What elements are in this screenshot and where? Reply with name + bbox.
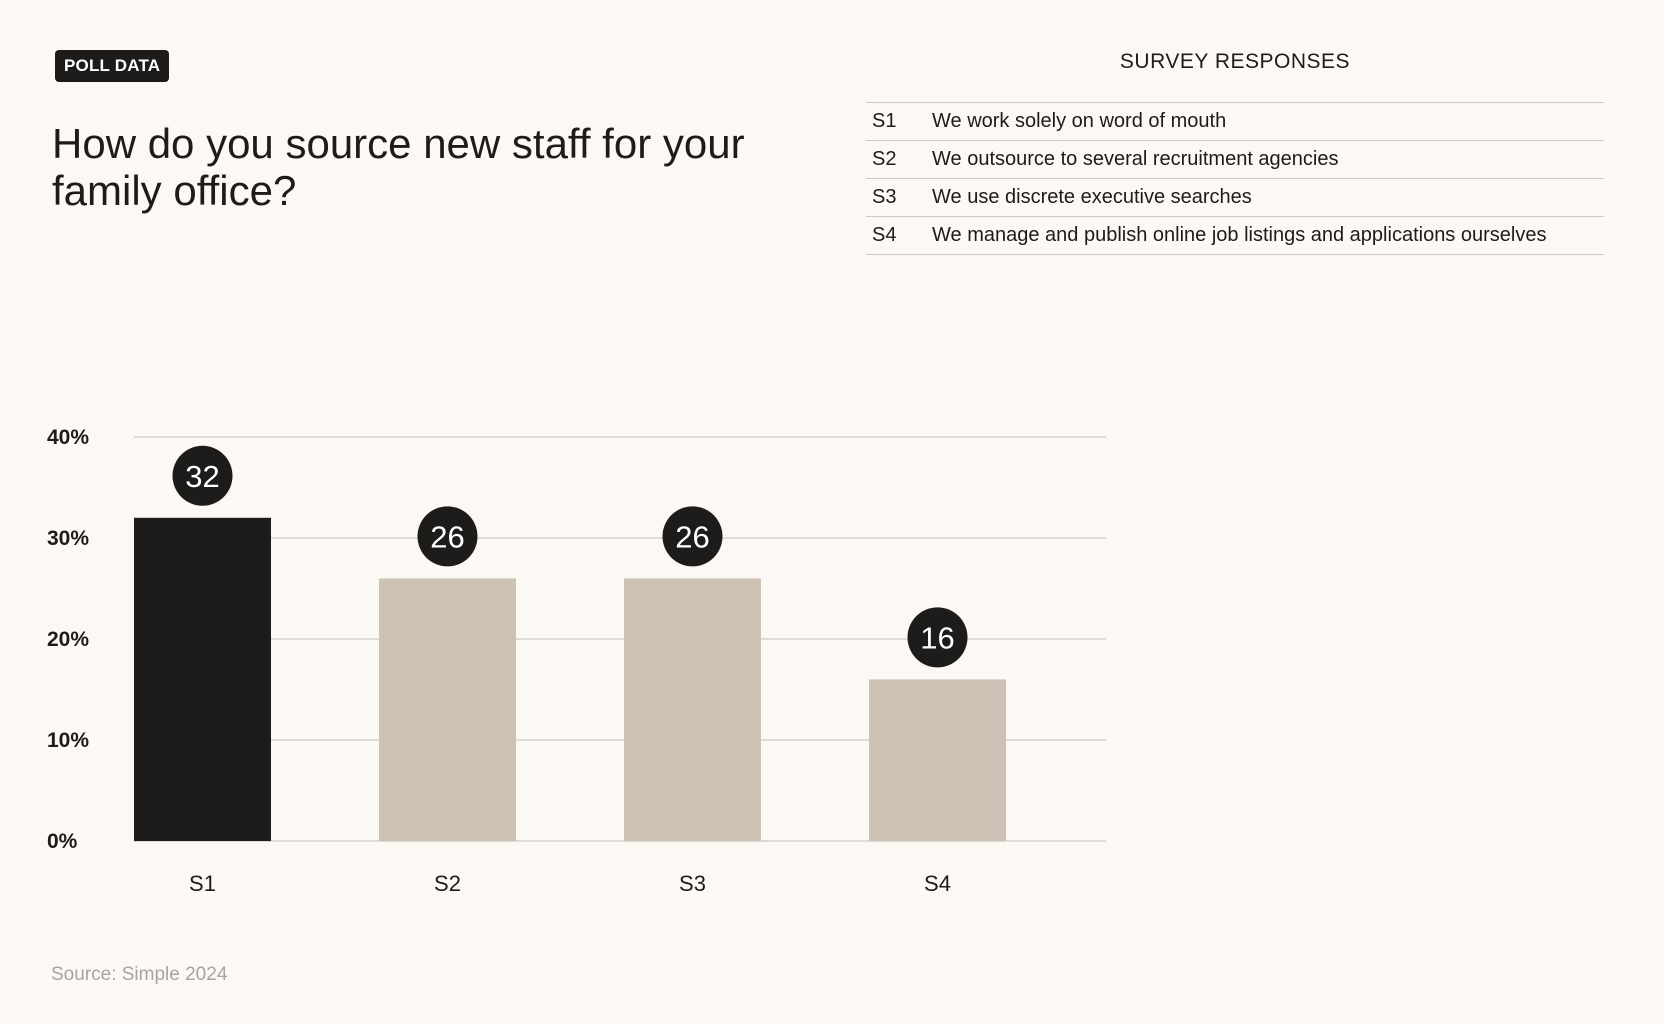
poll-data-badge: POLL DATA (55, 50, 170, 82)
legend-row: S4 We manage and publish online job list… (866, 216, 1604, 255)
x-tick-label: S3 (679, 871, 706, 896)
y-tick-label: 40% (47, 426, 89, 449)
data-label: 26 (430, 519, 464, 554)
legend-row: S3 We use discrete executive searches (866, 178, 1604, 216)
legend-key: S2 (872, 148, 897, 170)
y-tick-label: 10% (47, 729, 89, 752)
y-tick-label: 20% (47, 628, 89, 651)
data-label: 32 (185, 459, 219, 494)
data-label: 26 (675, 519, 709, 554)
page-title: How do you source new staff for your fam… (52, 120, 745, 214)
legend-text: We outsource to several recruitment agen… (932, 148, 1339, 170)
data-label-circle (172, 445, 233, 506)
legend-key: S3 (872, 186, 897, 208)
bar (869, 679, 1006, 841)
y-tick-label: 0% (47, 830, 78, 853)
x-tick-label: S1 (189, 871, 216, 896)
x-tick-label: S4 (924, 871, 951, 896)
legend-row: S2 We outsource to several recruitment a… (866, 140, 1604, 178)
y-tick-label: 30% (47, 527, 89, 550)
source-note: Source: Simple 2024 (51, 964, 228, 985)
bar (134, 517, 271, 841)
legend-key: S4 (872, 224, 897, 246)
legend-key: S1 (872, 110, 897, 132)
legend-text: We manage and publish online job listing… (932, 224, 1547, 246)
bar (624, 578, 761, 841)
legend-row: S1 We work solely on word of mouth (866, 102, 1604, 140)
data-label: 16 (920, 620, 954, 655)
legend-table: S1 We work solely on word of mouth S2 We… (866, 102, 1604, 255)
legend-heading: SURVEY RESPONSES (1119, 50, 1351, 73)
legend-text: We work solely on word of mouth (932, 110, 1227, 132)
bar (379, 578, 516, 841)
legend-text: We use discrete executive searches (932, 186, 1252, 208)
data-label-circle (417, 506, 478, 567)
data-label-circle (662, 506, 723, 567)
data-label-circle (907, 607, 968, 668)
x-tick-label: S2 (434, 871, 461, 896)
